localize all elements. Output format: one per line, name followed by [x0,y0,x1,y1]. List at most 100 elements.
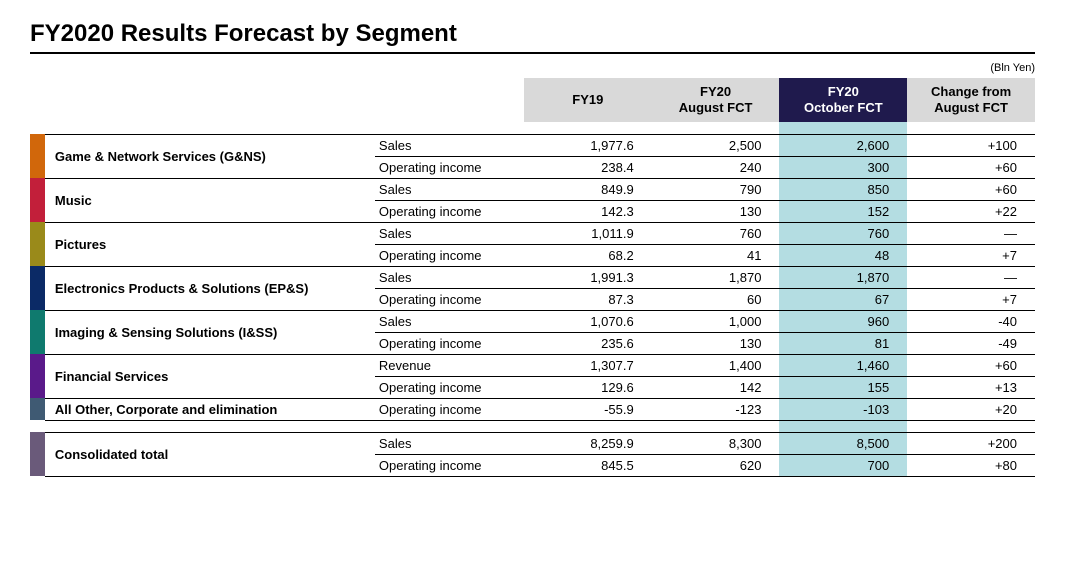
value-cell: 760 [652,222,780,244]
value-cell: 68.2 [524,244,652,266]
value-cell: +13 [907,376,1035,398]
value-cell: 1,870 [779,266,907,288]
forecast-table: FY19 FY20 August FCT FY20 October FCT Ch… [30,78,1035,477]
col-header-change-l1: Change from [931,84,1011,99]
value-cell: 2,500 [652,134,780,156]
value-cell: 235.6 [524,332,652,354]
value-cell: 620 [652,454,780,476]
segment-color-block [30,134,45,178]
value-cell: 790 [652,178,780,200]
table-body: Game & Network Services (G&NS)Sales1,977… [30,122,1035,476]
value-cell: 87.3 [524,288,652,310]
value-cell: 849.9 [524,178,652,200]
segment-color-block [30,222,45,266]
value-cell: 1,870 [652,266,780,288]
value-cell: 60 [652,288,780,310]
metric-label: Operating income [375,376,524,398]
value-cell: — [907,222,1035,244]
value-cell: 1,460 [779,354,907,376]
value-cell: 142.3 [524,200,652,222]
col-header-aug-l2: August FCT [679,100,753,115]
page-title: FY2020 Results Forecast by Segment [30,20,1035,54]
metric-label: Sales [375,310,524,332]
col-header-change: Change from August FCT [907,78,1035,122]
segment-name: Financial Services [45,354,375,398]
metric-label: Operating income [375,244,524,266]
metric-label: Sales [375,222,524,244]
value-cell: 845.5 [524,454,652,476]
value-cell: 129.6 [524,376,652,398]
metric-label: Operating income [375,288,524,310]
segment-name: All Other, Corporate and elimination [45,398,375,420]
value-cell: 1,011.9 [524,222,652,244]
value-cell: 1,307.7 [524,354,652,376]
value-cell: -103 [779,398,907,420]
table-row: Electronics Products & Solutions (EP&S)S… [30,266,1035,288]
value-cell: 240 [652,156,780,178]
table-row: All Other, Corporate and eliminationOper… [30,398,1035,420]
table-row: Financial ServicesRevenue1,307.71,4001,4… [30,354,1035,376]
value-cell: 1,070.6 [524,310,652,332]
metric-label: Sales [375,266,524,288]
value-cell: 152 [779,200,907,222]
value-cell: 8,259.9 [524,432,652,454]
value-cell: 8,300 [652,432,780,454]
table-row: PicturesSales1,011.9760760— [30,222,1035,244]
value-cell: +20 [907,398,1035,420]
value-cell: +60 [907,156,1035,178]
value-cell: 1,977.6 [524,134,652,156]
col-header-aug-l1: FY20 [700,84,731,99]
value-cell: 700 [779,454,907,476]
col-header-fy19: FY19 [524,78,652,122]
value-cell: 1,400 [652,354,780,376]
value-cell: +80 [907,454,1035,476]
value-cell: +200 [907,432,1035,454]
value-cell: 8,500 [779,432,907,454]
col-header-change-l2: August FCT [934,100,1008,115]
metric-label: Operating income [375,332,524,354]
value-cell: -123 [652,398,780,420]
value-cell: +100 [907,134,1035,156]
value-cell: 960 [779,310,907,332]
value-cell: -49 [907,332,1035,354]
value-cell: 130 [652,200,780,222]
col-header-oct-l1: FY20 [828,84,859,99]
col-header-oct: FY20 October FCT [779,78,907,122]
segment-color-block [30,310,45,354]
segment-name: Consolidated total [45,432,375,476]
metric-label: Operating income [375,398,524,420]
segment-name: Imaging & Sensing Solutions (I&SS) [45,310,375,354]
unit-label: (Bln Yen) [30,62,1035,74]
value-cell: +7 [907,288,1035,310]
value-cell: +7 [907,244,1035,266]
col-header-aug: FY20 August FCT [652,78,780,122]
value-cell: 1,991.3 [524,266,652,288]
table-row: MusicSales849.9790850+60 [30,178,1035,200]
metric-label: Sales [375,134,524,156]
segment-color-block [30,432,45,476]
metric-label: Operating income [375,454,524,476]
metric-label: Sales [375,178,524,200]
value-cell: +60 [907,354,1035,376]
metric-label: Sales [375,432,524,454]
value-cell: — [907,266,1035,288]
table-row: Imaging & Sensing Solutions (I&SS)Sales1… [30,310,1035,332]
value-cell: 142 [652,376,780,398]
value-cell: -55.9 [524,398,652,420]
segment-name: Electronics Products & Solutions (EP&S) [45,266,375,310]
value-cell: 48 [779,244,907,266]
metric-label: Operating income [375,156,524,178]
value-cell: 300 [779,156,907,178]
segment-color-block [30,354,45,398]
value-cell: 760 [779,222,907,244]
metric-label: Revenue [375,354,524,376]
value-cell: 2,600 [779,134,907,156]
segment-color-block [30,266,45,310]
value-cell: 850 [779,178,907,200]
segment-color-block [30,178,45,222]
value-cell: 238.4 [524,156,652,178]
segment-name: Pictures [45,222,375,266]
value-cell: 155 [779,376,907,398]
col-header-oct-l2: October FCT [804,100,883,115]
value-cell: 41 [652,244,780,266]
